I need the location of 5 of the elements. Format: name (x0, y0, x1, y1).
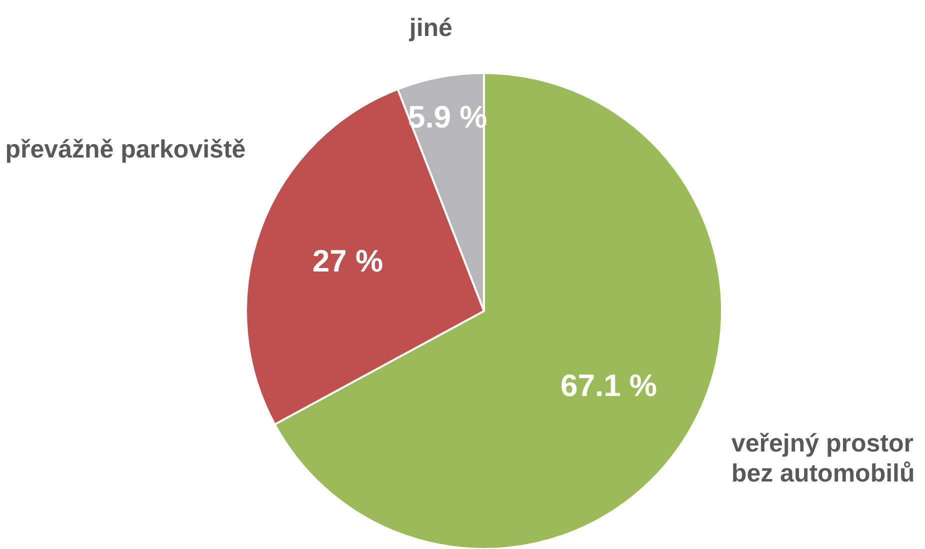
data-label: 27 % (312, 243, 384, 278)
slice-label: veřejný prostor bez automobilů (731, 429, 915, 488)
data-label: 67.1 % (560, 368, 657, 403)
slice-label: jiné (408, 14, 453, 42)
slice-label: převážně parkoviště (5, 135, 246, 164)
